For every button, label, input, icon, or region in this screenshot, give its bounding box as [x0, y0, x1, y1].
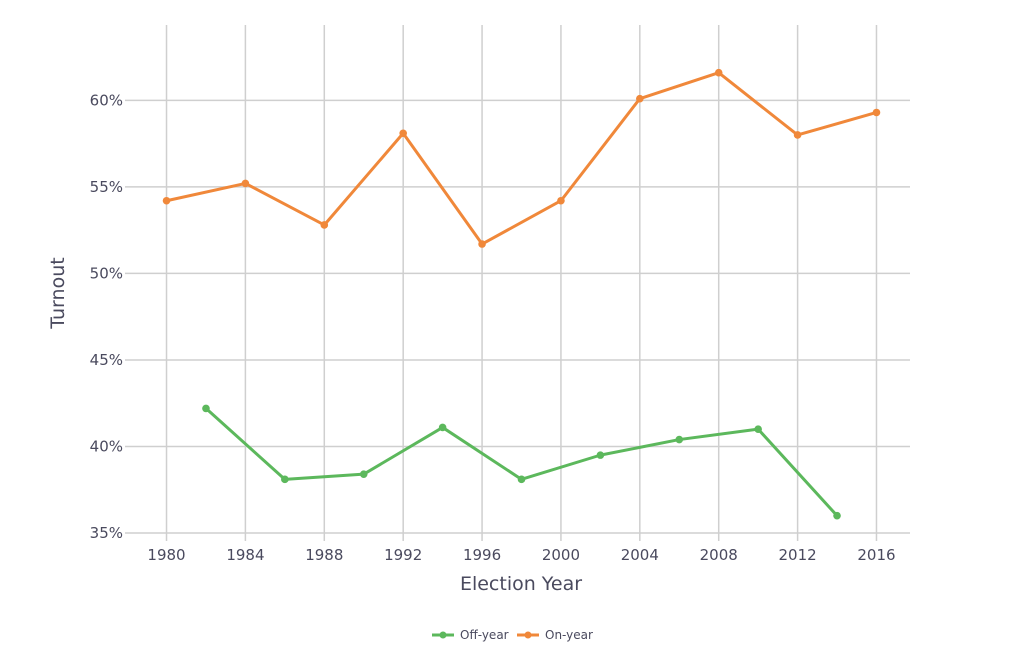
- series-line-off-year: [204, 407, 839, 517]
- y-tick-label: 60%: [90, 91, 123, 109]
- x-tick-label: 1988: [305, 546, 343, 564]
- y-axis-title: Turnout: [47, 257, 69, 329]
- data-point: [281, 475, 289, 484]
- data-point: [833, 511, 841, 520]
- y-tick-label: 50%: [90, 264, 123, 282]
- data-point: [754, 425, 762, 433]
- data-point: [517, 475, 526, 484]
- x-tick-label: 1996: [463, 546, 501, 564]
- x-tick-label: 1984: [226, 546, 264, 564]
- legend-label: On-year: [545, 628, 593, 642]
- series-line-on-year: [166, 71, 877, 246]
- x-tick-label: 1980: [147, 546, 185, 564]
- legend: Off-year On-year: [432, 628, 593, 642]
- data-point: [162, 196, 171, 205]
- data-point: [675, 435, 684, 444]
- x-axis-title: Election Year: [460, 573, 582, 595]
- y-tick-label: 35%: [90, 524, 123, 542]
- x-axis: 1980 1984 1988 1992 1996 2000 2004 2008 2012 2016: [147, 546, 895, 564]
- y-tick-label: 55%: [90, 178, 123, 196]
- x-tick-label: 2004: [621, 546, 659, 564]
- y-tick-label: 45%: [90, 351, 123, 369]
- x-tick-label: 1992: [384, 546, 422, 564]
- plot-lines: [162, 68, 881, 520]
- data-point: [793, 131, 802, 139]
- data-point: [320, 221, 329, 229]
- y-tick-label: 40%: [90, 437, 123, 455]
- data-point: [714, 68, 723, 77]
- data-point: [872, 108, 881, 117]
- x-tick-label: 2012: [778, 546, 816, 564]
- data-point: [557, 196, 565, 205]
- legend-swatch-point: [524, 631, 532, 639]
- data-point: [438, 423, 447, 432]
- x-tick-label: 2008: [700, 546, 738, 564]
- data-point: [202, 404, 210, 413]
- data-point: [359, 470, 368, 478]
- data-point: [478, 240, 486, 248]
- data-point: [596, 451, 605, 459]
- x-tick-label: 2016: [857, 546, 895, 564]
- data-point: [636, 94, 644, 103]
- data-point: [241, 179, 250, 188]
- grid: [125, 25, 910, 541]
- y-axis: 35% 40% 45% 50% 55% 60%: [90, 91, 123, 542]
- data-point: [399, 129, 407, 138]
- x-tick-label: 2000: [542, 546, 580, 564]
- legend-label: Off-year: [460, 628, 509, 642]
- legend-swatch-point: [439, 631, 447, 639]
